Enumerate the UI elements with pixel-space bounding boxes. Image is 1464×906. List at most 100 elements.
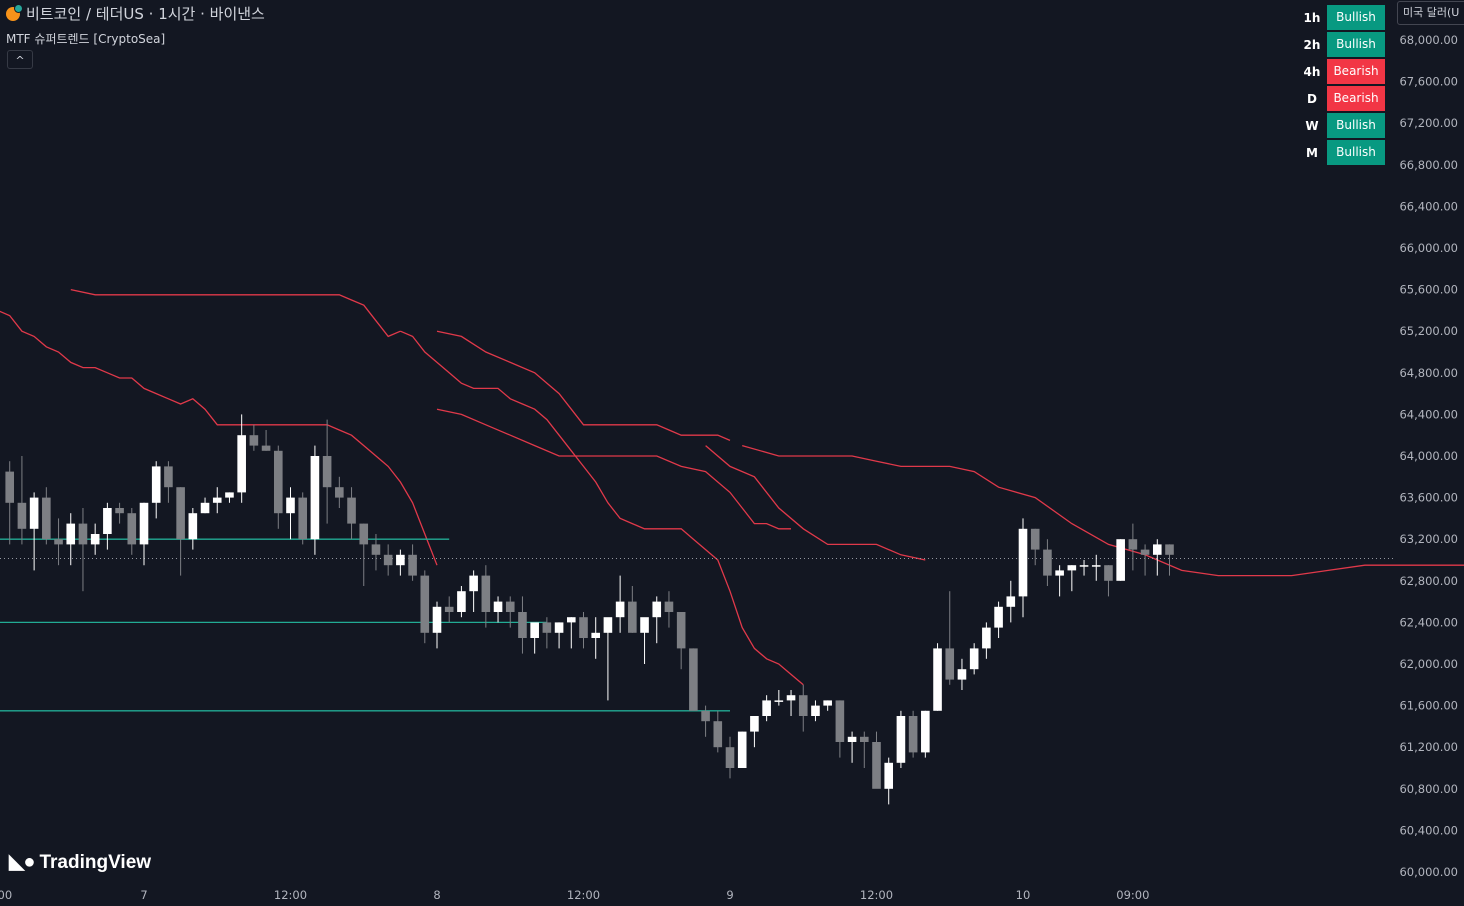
price-axis[interactable]: 68,000.00 67,600.00 67,200.00 66,800.00 66,4… — [1399, 33, 1458, 879]
candle-body — [591, 632, 601, 638]
candle-body — [750, 716, 759, 732]
candle-body — [1128, 539, 1138, 550]
candle — [1018, 518, 1028, 618]
candle — [469, 570, 478, 612]
time-tick-label: 00 — [0, 888, 12, 902]
candle — [347, 487, 356, 540]
candle-body — [957, 669, 967, 680]
candle-body — [859, 736, 869, 742]
candle-body — [505, 601, 515, 612]
candle-body — [139, 502, 149, 545]
candle — [505, 596, 515, 628]
currency-button[interactable]: 미국 달러(U — [1397, 1, 1464, 25]
price-tick-label: 64,400.00 — [1399, 407, 1458, 421]
time-axis[interactable]: 00 7 12:00 8 12:00 9 12:00 10 09:00 — [0, 888, 1149, 902]
collapse-indicators-button[interactable]: ^ — [7, 50, 33, 69]
candle-body — [420, 575, 430, 633]
candle — [1116, 539, 1125, 581]
candle-body — [347, 497, 356, 524]
candle-body — [811, 705, 820, 716]
indicator-label[interactable]: MTF 슈퍼트렌드 [CryptoSea] — [6, 32, 166, 46]
candle — [689, 648, 698, 711]
candle-body — [1104, 565, 1113, 581]
candle-body — [1116, 539, 1125, 581]
candle-body — [689, 648, 698, 711]
candle-body — [444, 606, 454, 612]
candle-body — [823, 700, 832, 706]
candle-body — [664, 601, 674, 612]
candle — [481, 565, 491, 628]
candle-body — [212, 497, 222, 503]
candle — [1128, 523, 1138, 571]
price-tick-label: 68,000.00 — [1399, 33, 1458, 47]
candle — [188, 508, 198, 550]
mtf-status-badge: Bullish — [1327, 140, 1385, 165]
mtf-status-badge: Bullish — [1327, 5, 1385, 30]
candle — [176, 487, 185, 576]
candle-body — [298, 497, 308, 540]
candle — [603, 617, 613, 701]
candle — [530, 622, 539, 654]
supertrend-bearish-line — [0, 310, 438, 566]
price-tick-label: 61,200.00 — [1399, 740, 1458, 754]
symbol-title[interactable]: 비트코인 / 테더US · 1시간 · 바이낸스 — [6, 3, 265, 24]
candle — [774, 690, 784, 706]
candle-body — [78, 523, 88, 545]
candle-body — [396, 554, 405, 566]
candle — [554, 622, 564, 649]
candle-body — [994, 606, 1003, 628]
candle-body — [798, 695, 808, 716]
candle — [383, 544, 393, 576]
candle-body — [1152, 544, 1162, 555]
candle — [335, 476, 344, 508]
candle — [1104, 565, 1113, 597]
candle-body — [469, 575, 478, 592]
candle — [42, 487, 51, 545]
price-tick-label: 66,000.00 — [1399, 241, 1458, 255]
candle-body — [896, 716, 906, 763]
candle-body — [200, 502, 210, 514]
candle-body — [969, 648, 979, 670]
price-tick-label: 63,600.00 — [1399, 491, 1458, 505]
candle — [847, 731, 857, 763]
price-tick-label: 66,800.00 — [1399, 158, 1458, 172]
candle-body — [1165, 544, 1174, 555]
candle — [66, 513, 76, 566]
candle-body — [847, 736, 857, 742]
price-tick-label: 60,400.00 — [1399, 823, 1458, 837]
candle-body — [371, 544, 381, 555]
candle-body — [628, 601, 637, 633]
candle — [628, 586, 637, 633]
candle-body — [908, 716, 918, 753]
candle — [359, 523, 369, 586]
time-tick-label: 12:00 — [860, 888, 893, 902]
price-tick-label: 65,200.00 — [1399, 324, 1458, 338]
candle — [896, 710, 906, 768]
candle — [5, 461, 15, 545]
candle-body — [66, 523, 76, 545]
candlestick-series — [5, 414, 1174, 805]
mtf-status-badge: Bullish — [1327, 32, 1385, 57]
candle-body — [5, 471, 15, 503]
mtf-status-badge: Bullish — [1327, 113, 1385, 138]
candle — [713, 710, 723, 753]
candle — [298, 492, 308, 545]
candle-body — [872, 742, 881, 789]
candle — [1006, 580, 1016, 623]
candle-body — [737, 731, 747, 768]
bitcoin-icon — [6, 4, 23, 21]
supertrend-bearish-lines — [0, 288, 1464, 686]
tradingview-logo[interactable]: ◣● TradingView — [9, 849, 151, 874]
candle-body — [1006, 596, 1016, 607]
candle-body — [713, 721, 723, 748]
candle — [725, 736, 735, 779]
mtf-timeframe-label: 4h — [1303, 64, 1321, 79]
candle — [200, 497, 210, 514]
candle-body — [652, 601, 662, 618]
price-tick-label: 65,600.00 — [1399, 283, 1458, 297]
candle — [115, 502, 124, 524]
candle — [579, 612, 588, 649]
candle-body — [1055, 570, 1064, 576]
candle-body — [127, 513, 137, 545]
